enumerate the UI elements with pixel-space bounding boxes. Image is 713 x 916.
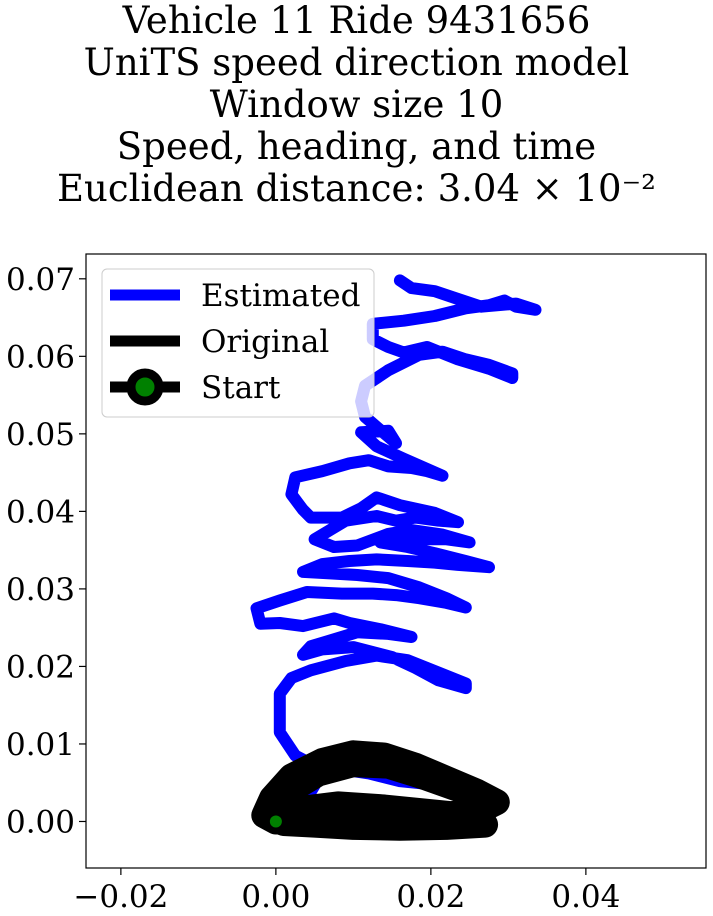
start-point	[269, 815, 282, 828]
title-line-3: Window size 10	[209, 83, 504, 126]
legend-label-original: Original	[201, 324, 329, 360]
legend-label-estimated: Estimated	[201, 278, 360, 314]
legend-swatch-start-marker	[126, 368, 164, 406]
title-line-2: UniTS speed direction model	[83, 41, 630, 84]
x-tick-label: 0.04	[551, 879, 620, 915]
chart-title: Vehicle 11 Ride 9431656 UniTS speed dire…	[0, 0, 713, 210]
y-tick-label: 0.06	[6, 339, 75, 375]
x-tick-label: 0.00	[241, 879, 310, 915]
legend-label-start: Start	[201, 370, 281, 406]
series-line-estimated	[250, 274, 542, 828]
y-tick-label: 0.01	[6, 727, 75, 763]
x-tick-label: −0.02	[73, 879, 168, 915]
axes-layer: −0.02 0.00 0.02 0.04 0.00 0.01 0.02 0.03 0.04 0.0…	[6, 262, 620, 915]
y-tick-label: 0.04	[6, 494, 75, 530]
y-tick-label: 0.05	[6, 417, 75, 453]
y-tick-label: 0.03	[6, 572, 75, 608]
y-tick-label: 0.02	[6, 649, 75, 685]
series-layer	[250, 274, 542, 841]
legend: Estimated Original Start	[101, 268, 375, 418]
y-tick-label: 0.00	[6, 804, 75, 840]
title-line-5: Euclidean distance: 3.04 × 10⁻²	[57, 167, 656, 210]
title-line-1: Vehicle 11 Ride 9431656	[122, 0, 591, 42]
plot-frame	[85, 253, 707, 869]
legend-box	[101, 268, 375, 418]
y-tick-label: 0.07	[6, 262, 75, 298]
x-tick-label: 0.02	[396, 879, 465, 915]
series-line-original	[251, 740, 510, 841]
title-line-4: Speed, heading, and time	[116, 125, 597, 168]
